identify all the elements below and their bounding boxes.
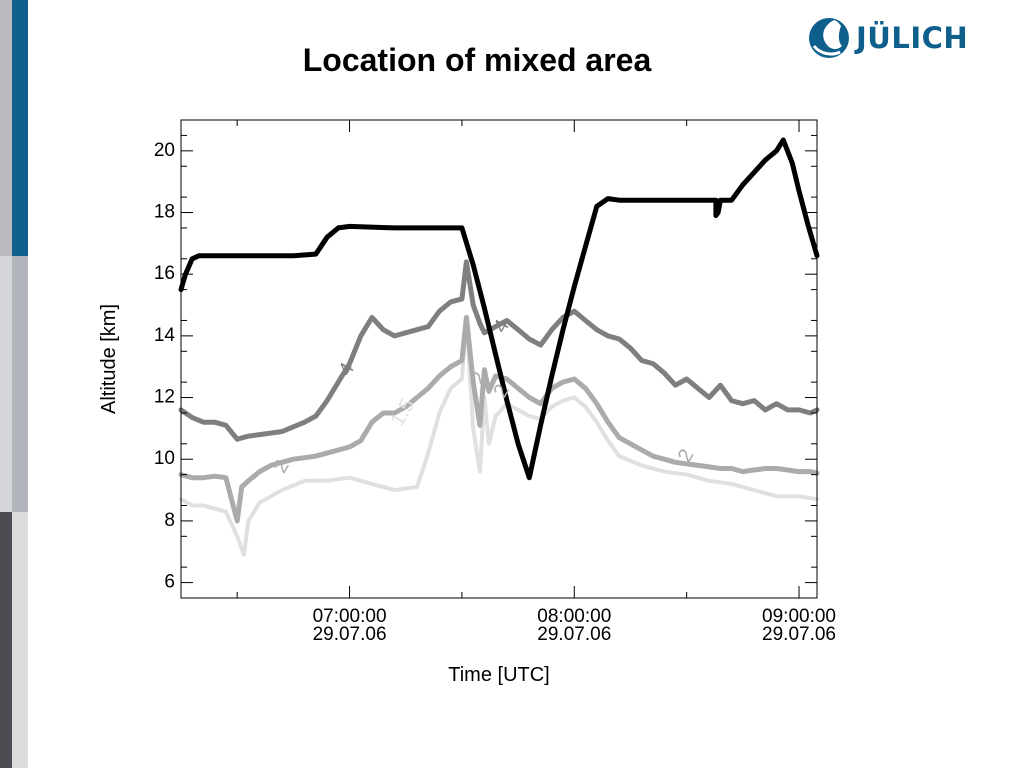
y-tick-label: 10 (154, 448, 175, 469)
side-bar-top-accent (12, 0, 28, 256)
ticks: 6810121416182007:00:0029.07.0608:00:0029… (154, 120, 836, 645)
contour-label-2: 4 (489, 316, 514, 337)
side-bar-top (0, 0, 28, 256)
side-bar-middle-accent (12, 256, 28, 512)
x-tick-label: 29.07.06 (537, 624, 611, 645)
y-tick-label: 12 (154, 387, 175, 408)
side-bar-bottom-accent (0, 512, 12, 768)
y-tick-label: 14 (154, 325, 176, 346)
julich-logo: JÜLICH (808, 16, 968, 60)
x-axis-label: Time [UTC] (448, 664, 549, 686)
x-tick-label: 07:00:00 (313, 606, 387, 627)
y-tick-label: 18 (154, 202, 175, 223)
x-tick-label: 09:00:00 (762, 606, 836, 627)
logo-text: JÜLICH (856, 21, 969, 55)
x-tick-label: 08:00:00 (537, 606, 611, 627)
x-tick-label: 29.07.06 (762, 624, 836, 645)
y-tick-label: 6 (164, 572, 175, 593)
plot-frame (180, 119, 818, 599)
y-axis-label: Altitude [km] (98, 304, 120, 414)
axes (180, 119, 818, 599)
series-line-2 (178, 259, 820, 442)
julich-logo-icon (809, 18, 849, 58)
slide-title: Location of mixed area (302, 42, 652, 78)
series-line-3 (178, 314, 820, 524)
side-bar-bottom (0, 512, 28, 768)
x-tick-label: 29.07.06 (313, 624, 387, 645)
y-tick-label: 16 (154, 263, 175, 284)
side-bar-middle (0, 256, 28, 512)
y-tick-label: 8 (164, 510, 175, 531)
contour-label-1: 4 (334, 359, 359, 380)
y-tick-label: 20 (154, 140, 175, 161)
series-line-4 (179, 318, 819, 557)
series-line-1 (178, 137, 820, 481)
